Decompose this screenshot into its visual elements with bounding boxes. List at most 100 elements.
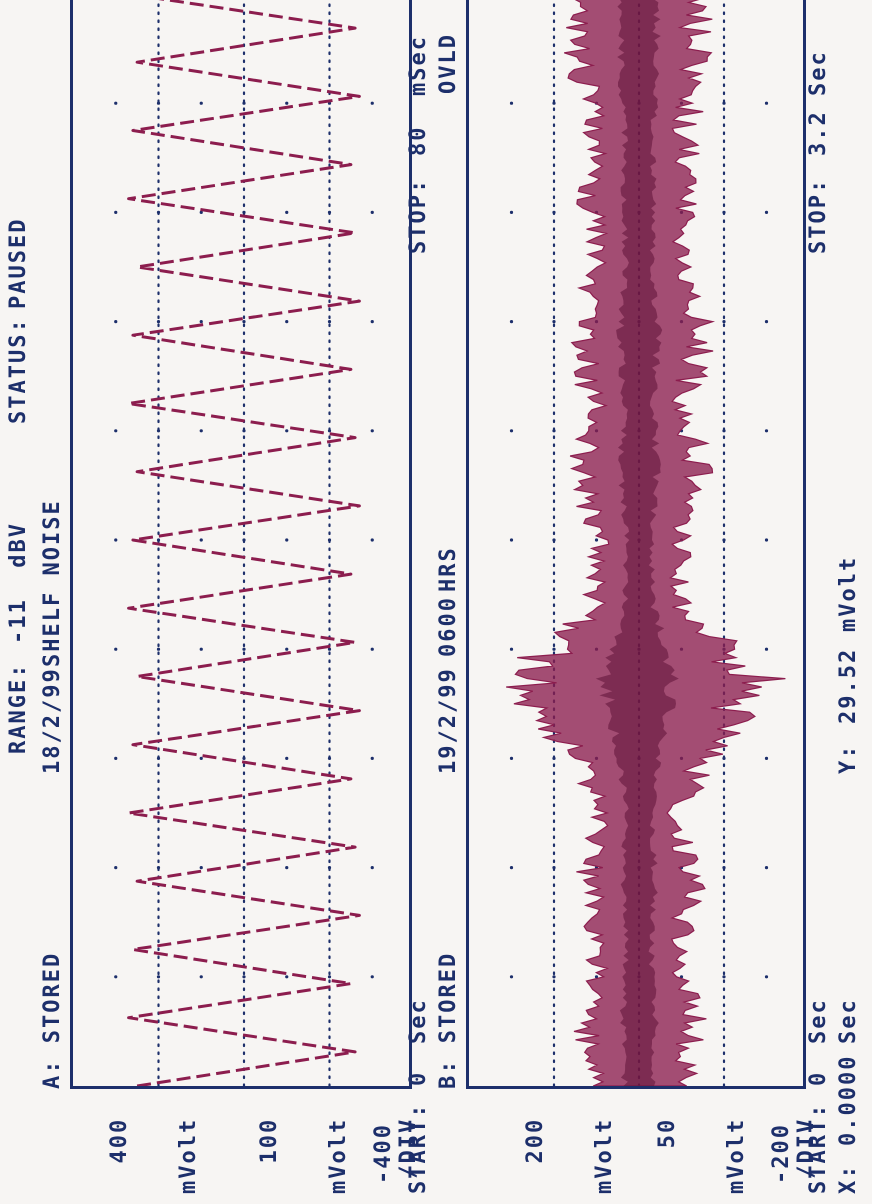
trace-a-grid-dot [370, 101, 374, 105]
range-label: RANGE: [6, 662, 31, 754]
trace-b-date: 19/2/99 [436, 667, 461, 774]
trace-b-grid-dot [722, 429, 726, 433]
trace-a-y-top-value: 400 [107, 1117, 133, 1164]
trace-a-grid-dot [327, 429, 332, 433]
trace-a-grid-dot [156, 319, 161, 324]
trace-b-grid-dot [509, 647, 514, 651]
trace-b-y-div-unit: mVolt [724, 1117, 750, 1194]
trace-a-grid-dot [199, 975, 203, 979]
trace-b-grid-dot [722, 975, 726, 979]
trace-b-grid-dot [552, 866, 556, 870]
cursor-y-unit: mVolt [836, 555, 861, 632]
trace-a-grid-dot [242, 538, 246, 542]
trace-b-grid-dot [722, 538, 726, 542]
trace-a-start-label: START: [406, 1102, 431, 1194]
trace-a-grid-dot [114, 975, 118, 979]
trace-a-grid-dot [285, 210, 289, 214]
trace-b-grid-dot [509, 210, 514, 214]
trace-a-grid-dot [242, 756, 246, 760]
trace-b-grid-dot [594, 538, 599, 542]
trace-a-grid-dot [285, 538, 289, 542]
trace-a-grid-dot [285, 429, 289, 433]
trace-a-plot [70, 0, 412, 1089]
trace-a-y-bottom: -400 [371, 1123, 396, 1184]
trace-b-grid-dot [722, 101, 726, 105]
cursor-x-label: X: [836, 1163, 861, 1195]
trace-b-grid-dot [764, 319, 769, 324]
trace-a-title: A: STORED [40, 951, 65, 1089]
trace-b-grid-dot [552, 319, 556, 324]
trace-b-grid-dot [722, 756, 726, 760]
trace-b-grid-dot [764, 429, 769, 433]
trace-a-grid-dot [156, 429, 161, 433]
trace-b-time-unit: HRS [436, 546, 461, 592]
status-label: STATUS: [6, 317, 31, 424]
trace-a-stop-label: STOP: [406, 177, 431, 254]
trace-b-start-value: 0 [806, 1070, 831, 1086]
trace-a-grid-dot [370, 975, 374, 979]
trace-b-grid-dot [509, 429, 514, 433]
trace-b-time: 0600 [436, 596, 461, 657]
trace-a-grid-dot [285, 647, 289, 651]
trace-a-grid-dot [199, 429, 203, 433]
trace-a-grid-dot [156, 756, 161, 760]
trace-b-grid-dot [509, 866, 514, 870]
trace-a-grid-dot [199, 756, 203, 760]
trace-b-grid-dot [552, 101, 556, 105]
trace-a-grid-dot [327, 538, 332, 542]
trace-a-y-div-unit: mVolt [326, 1117, 352, 1194]
trace-b-grid-dot [722, 866, 726, 870]
trace-a-grid-dot [199, 866, 203, 870]
cursor-x-unit: Sec [836, 998, 861, 1044]
trace-a-svg [114, 0, 374, 1086]
trace-a-y-top-unit: mVolt [176, 1117, 202, 1194]
trace-a-grid-dot [370, 210, 374, 214]
trace-a-grid-dot [114, 647, 118, 651]
trace-a-grid-dot [156, 210, 161, 214]
trace-a-grid-dot [327, 756, 332, 760]
trace-b-grid-dot [552, 429, 556, 433]
trace-a-grid-dot [242, 975, 246, 979]
trace-b-y-top-value: 200 [523, 1117, 549, 1164]
trace-b-grid-dot [722, 210, 726, 214]
trace-a-grid-dot [285, 866, 289, 870]
trace-a-grid-dot [327, 975, 332, 979]
trace-b-grid-dot [764, 101, 769, 105]
trace-a-grid-dot [199, 319, 203, 324]
trace-a-grid-dot [199, 647, 203, 651]
cursor-y-label: Y: [836, 743, 861, 775]
trace-a-grid-dot [156, 538, 161, 542]
trace-b-grid-dot [594, 975, 599, 979]
trace-b-grid-dot [764, 210, 769, 214]
trace-a-grid-dot [327, 647, 332, 651]
status-value: PAUSED [6, 217, 31, 309]
trace-b-noise-core [595, 0, 679, 1086]
trace-a-y-div-value: 100 [257, 1117, 283, 1164]
trace-b-grid-dot [722, 319, 726, 324]
trace-a-grid-dot [285, 319, 289, 324]
trace-a-grid-dot [285, 101, 289, 105]
trace-a-stop-unit: mSec [406, 35, 431, 96]
trace-a-grid-dot [156, 975, 161, 979]
trace-b-title: B: STORED [436, 951, 461, 1089]
trace-a-grid-dot [327, 319, 332, 324]
trace-a-grid-dot [370, 538, 374, 542]
trace-b-grid-dot [509, 538, 514, 542]
trace-a-grid-dot [285, 975, 289, 979]
trace-b-grid-dot [509, 975, 514, 979]
trace-a-grid-dot [370, 429, 374, 433]
trace-a-start-unit: Sec [406, 998, 431, 1044]
trace-a-date: 18/2/99 [40, 667, 65, 774]
trace-b-y-div-value: 50 [655, 1117, 681, 1149]
range-value: -11 dBV [6, 522, 31, 644]
trace-b-grid-dot [764, 866, 769, 870]
trace-b-svg [506, 0, 786, 1086]
trace-b-start-unit: Sec [806, 998, 831, 1044]
trace-a-grid-dot [156, 866, 161, 870]
cursor-x-value: 0.0000 [836, 1054, 861, 1146]
trace-a-stop-value: 80 [406, 125, 431, 157]
trace-a-grid-dot [156, 647, 161, 651]
trace-a-grid-dot [285, 756, 289, 760]
trace-b-grid-dot [552, 538, 556, 542]
